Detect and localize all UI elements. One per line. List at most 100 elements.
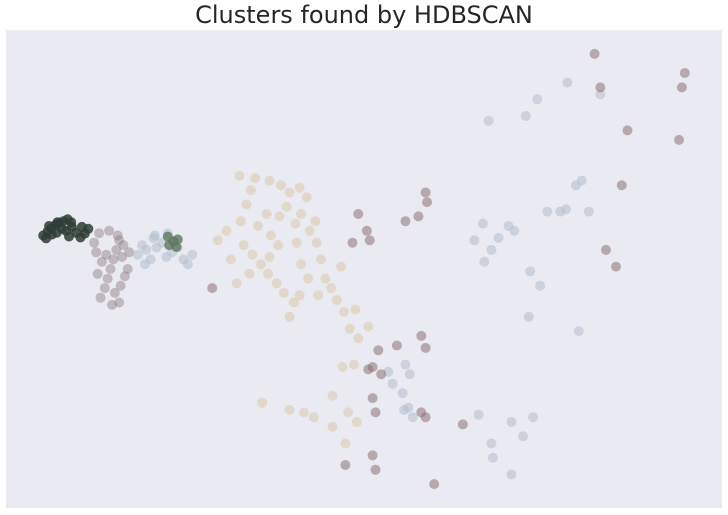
scatter-point — [400, 359, 411, 370]
scatter-point — [132, 249, 143, 260]
series-3 — [162, 231, 183, 252]
scatter-point — [104, 225, 115, 236]
scatter-point — [255, 259, 266, 270]
scatter-point — [562, 77, 573, 88]
scatter-point — [101, 249, 112, 260]
scatter-point — [316, 254, 326, 265]
scatter-point — [347, 237, 358, 248]
scatter-point — [532, 94, 543, 105]
scatter-point — [294, 182, 305, 193]
scatter-point — [518, 431, 528, 442]
scatter-point — [117, 252, 127, 262]
scatter-point — [367, 393, 378, 404]
scatter-point — [288, 297, 299, 308]
plot-background — [6, 30, 722, 508]
scatter-point — [353, 333, 364, 344]
scatter-point — [278, 287, 289, 298]
scatter-point — [105, 264, 116, 274]
scatter-point — [304, 225, 315, 236]
scatter-point — [291, 237, 302, 248]
scatter-point — [311, 237, 322, 248]
series-2 — [132, 77, 606, 480]
scatter-point — [350, 304, 361, 315]
scatter-point — [112, 230, 123, 241]
scatter-point — [141, 244, 152, 255]
scatter-point — [187, 249, 198, 260]
scatter-point — [310, 216, 321, 227]
scatter-point — [308, 412, 319, 423]
scatter-point — [367, 450, 378, 461]
scatter-point — [109, 287, 120, 298]
scatter-point — [301, 192, 312, 203]
scatter-point — [416, 330, 427, 341]
scatter-point — [139, 259, 150, 270]
scatter-point — [114, 297, 125, 308]
scatter-point — [284, 405, 295, 415]
scatter-point — [225, 254, 236, 265]
scatter-point — [107, 299, 117, 310]
scatter-point — [96, 256, 107, 267]
scatter-point — [542, 206, 553, 217]
scatter-point — [294, 290, 305, 301]
scatter-point — [241, 199, 252, 210]
scatter-point — [245, 185, 256, 196]
scatter-point — [253, 221, 263, 231]
scatter-point — [92, 268, 103, 279]
scatter-point — [420, 187, 431, 198]
scatter-point — [290, 218, 301, 229]
scatter-point — [296, 259, 306, 270]
scatter-point — [336, 261, 347, 272]
scatter-point — [616, 180, 627, 191]
scatter-point — [64, 231, 74, 242]
scatter-point — [264, 175, 275, 186]
scatter-point — [118, 240, 129, 251]
scatter-point — [353, 209, 364, 219]
scatter-point — [340, 438, 351, 449]
scatter-point — [493, 232, 504, 243]
scatter-point — [340, 460, 351, 470]
scatter-point — [457, 419, 468, 430]
scatter-point — [235, 216, 246, 227]
series-0 — [38, 214, 94, 244]
scatter-point — [274, 211, 285, 222]
scatter-point — [234, 170, 245, 181]
scatter-point — [320, 273, 331, 284]
scatter-point — [601, 244, 611, 255]
scatter-point — [387, 378, 398, 389]
scatter-point — [264, 252, 275, 262]
scatter-point — [404, 369, 415, 380]
scatter-point — [244, 268, 255, 279]
scatter-point — [149, 230, 160, 241]
scatter-point — [303, 273, 314, 284]
scatter-point — [231, 278, 242, 289]
scatter-point — [420, 342, 431, 353]
scatter-point — [108, 254, 119, 265]
scatter-point — [238, 240, 249, 251]
scatter-point — [403, 402, 414, 413]
scatter-point — [486, 438, 497, 449]
scatter-point — [271, 278, 282, 289]
scatter-point — [343, 407, 354, 418]
scatter-point — [676, 82, 687, 93]
scatter-point — [313, 290, 324, 301]
scatter-point — [486, 244, 497, 255]
scatter-point — [263, 268, 274, 279]
scatter-point — [407, 412, 418, 423]
scatter-point — [370, 464, 381, 475]
scatter-point — [509, 225, 520, 236]
scatter-point — [44, 221, 54, 231]
scatter-point — [506, 469, 517, 480]
scatter-point — [207, 283, 218, 294]
scatter-point — [331, 295, 342, 306]
scatter-point — [349, 359, 359, 370]
scatter-points — [38, 48, 690, 490]
scatter-point — [528, 412, 538, 423]
scatter-point — [221, 225, 232, 236]
scatter-point — [520, 111, 531, 121]
scatter-point — [102, 273, 113, 284]
scatter-point — [473, 409, 484, 420]
scatter-point — [483, 115, 494, 126]
scatter-point — [674, 134, 684, 145]
scatter-point — [95, 292, 106, 303]
scatter-point — [182, 259, 193, 270]
